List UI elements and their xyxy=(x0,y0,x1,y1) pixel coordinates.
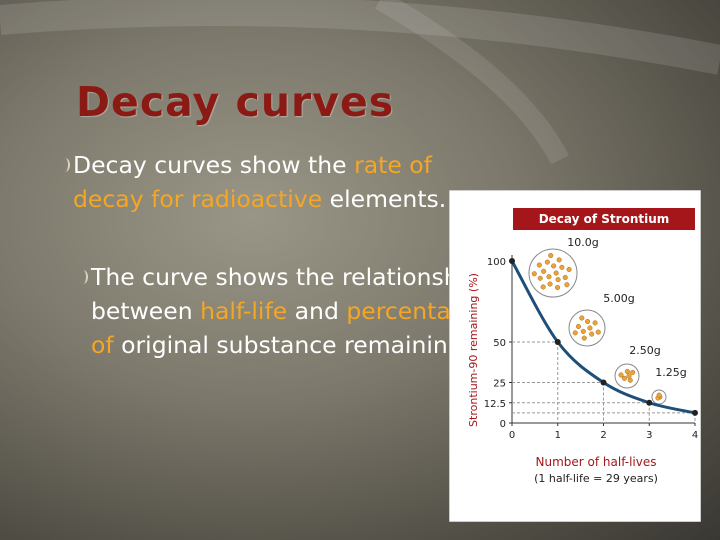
mass-label: 5.00g xyxy=(603,292,634,305)
bullet: The curve shows the relationship between… xyxy=(91,260,481,362)
y-tick-label: 12.5 xyxy=(484,399,506,410)
bullet-text: elements. xyxy=(322,185,447,213)
x-axis-label: Number of half-lives xyxy=(536,455,657,469)
atom xyxy=(575,323,581,330)
bullet: Decay curves show the rate of decay for … xyxy=(73,148,493,216)
mass-label: 2.50g xyxy=(629,344,660,357)
data-point xyxy=(509,258,515,264)
atom xyxy=(572,330,578,336)
atom xyxy=(555,277,561,283)
atom xyxy=(592,320,598,326)
bullet-text: Decay curves show the xyxy=(73,151,355,179)
atom xyxy=(589,331,595,337)
atom xyxy=(621,375,627,381)
atom xyxy=(551,263,557,269)
atom xyxy=(544,259,550,265)
bullet-text: half-life xyxy=(200,297,288,325)
data-point xyxy=(646,399,653,406)
data-point xyxy=(692,409,698,416)
y-tick-label: 0 xyxy=(500,419,506,430)
atom xyxy=(556,257,562,263)
atom xyxy=(627,377,633,383)
atom xyxy=(624,368,630,375)
atom xyxy=(585,318,591,325)
x-tick-label: 3 xyxy=(646,430,652,441)
bullet-marker xyxy=(78,270,88,284)
y-tick-label: 50 xyxy=(493,338,506,349)
atom xyxy=(656,392,662,398)
atom xyxy=(554,284,561,291)
bullet-text: and xyxy=(287,297,347,325)
atom xyxy=(587,325,593,331)
bullet-text: original substance remaining xyxy=(113,331,463,359)
atom xyxy=(541,268,547,274)
x-axis-note: (1 half-life = 29 years) xyxy=(534,472,658,485)
figure-title-bar xyxy=(513,208,695,230)
bullet-text: rate of decay for radioactive xyxy=(73,151,432,213)
atom xyxy=(580,328,586,334)
figure: Decay of Strontium Strontium-90 remainin… xyxy=(449,190,701,522)
x-tick-label: 4 xyxy=(692,430,698,441)
atom xyxy=(581,335,587,341)
x-tick-label: 2 xyxy=(600,430,606,441)
atom xyxy=(540,284,546,290)
y-axis-label: Strontium-90 remaining (%) xyxy=(467,273,480,427)
figure-panel xyxy=(449,190,701,522)
bullet-text: The curve shows the relationship between xyxy=(91,263,481,325)
data-point xyxy=(600,379,607,386)
atom xyxy=(562,274,568,281)
atom xyxy=(595,329,601,335)
atom xyxy=(559,264,565,270)
atom xyxy=(537,275,543,281)
sample-circle xyxy=(568,309,606,347)
atom xyxy=(548,252,554,259)
atom xyxy=(626,373,632,379)
atom xyxy=(547,281,553,287)
atom xyxy=(618,372,624,378)
atom xyxy=(546,274,552,280)
atom xyxy=(566,266,572,273)
atom xyxy=(553,270,559,276)
x-tick-label: 0 xyxy=(509,430,515,441)
atom xyxy=(579,315,585,321)
atom xyxy=(564,282,570,288)
y-tick-label: 25 xyxy=(493,379,506,390)
mass-label: 1.25g xyxy=(655,366,686,379)
y-tick-label: 100 xyxy=(487,257,506,268)
atom xyxy=(630,369,636,375)
data-point xyxy=(554,339,561,345)
atom xyxy=(536,262,542,268)
figure-title: Decay of Strontium xyxy=(539,212,670,226)
x-tick-label: 1 xyxy=(555,430,561,441)
atom xyxy=(531,271,537,277)
mass-label: 10.0g xyxy=(567,236,598,249)
bullet-marker xyxy=(60,158,70,172)
slide-title: Decay curves xyxy=(76,78,395,126)
